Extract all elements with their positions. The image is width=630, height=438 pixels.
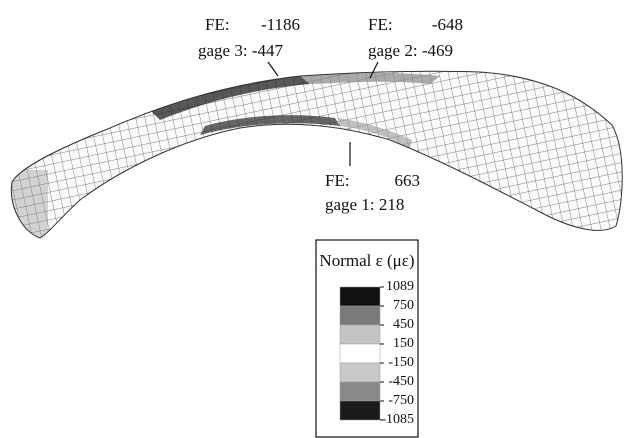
gage-label: gage 3: -447 — [198, 41, 283, 60]
fe-value: -1186 — [261, 15, 300, 34]
legend: Normal ε (με) 1089 750 450 150 -150 -450 -750 -… — [315, 239, 419, 438]
gage-label: gage 1: 218 — [325, 195, 404, 214]
bone-mesh — [10, 70, 623, 239]
tick-label: -150 — [388, 355, 414, 370]
fe-value: -648 — [432, 15, 463, 34]
fe-label: FE: — [205, 15, 230, 34]
color-band — [339, 324, 381, 345]
fe-label: FE: — [368, 15, 393, 34]
color-band — [339, 400, 381, 421]
tick-label: 450 — [393, 317, 414, 332]
color-band — [339, 305, 381, 326]
color-band — [339, 362, 381, 383]
color-band — [339, 381, 381, 402]
tick-label: -750 — [388, 393, 414, 408]
color-band — [339, 286, 381, 307]
color-band — [339, 343, 381, 364]
tick-label: -1085 — [381, 412, 414, 427]
tick-label: 150 — [393, 336, 414, 351]
legend-title: Normal ε (με) — [319, 251, 414, 270]
gage-label: gage 2: -469 — [368, 41, 453, 60]
tick-label: 1089 — [386, 279, 414, 294]
tick-label: 750 — [393, 298, 414, 313]
fe-value: 663 — [395, 171, 421, 190]
fe-label: FE: — [325, 171, 350, 190]
tick-label: -450 — [388, 374, 414, 389]
leader-lines — [267, 61, 379, 166]
